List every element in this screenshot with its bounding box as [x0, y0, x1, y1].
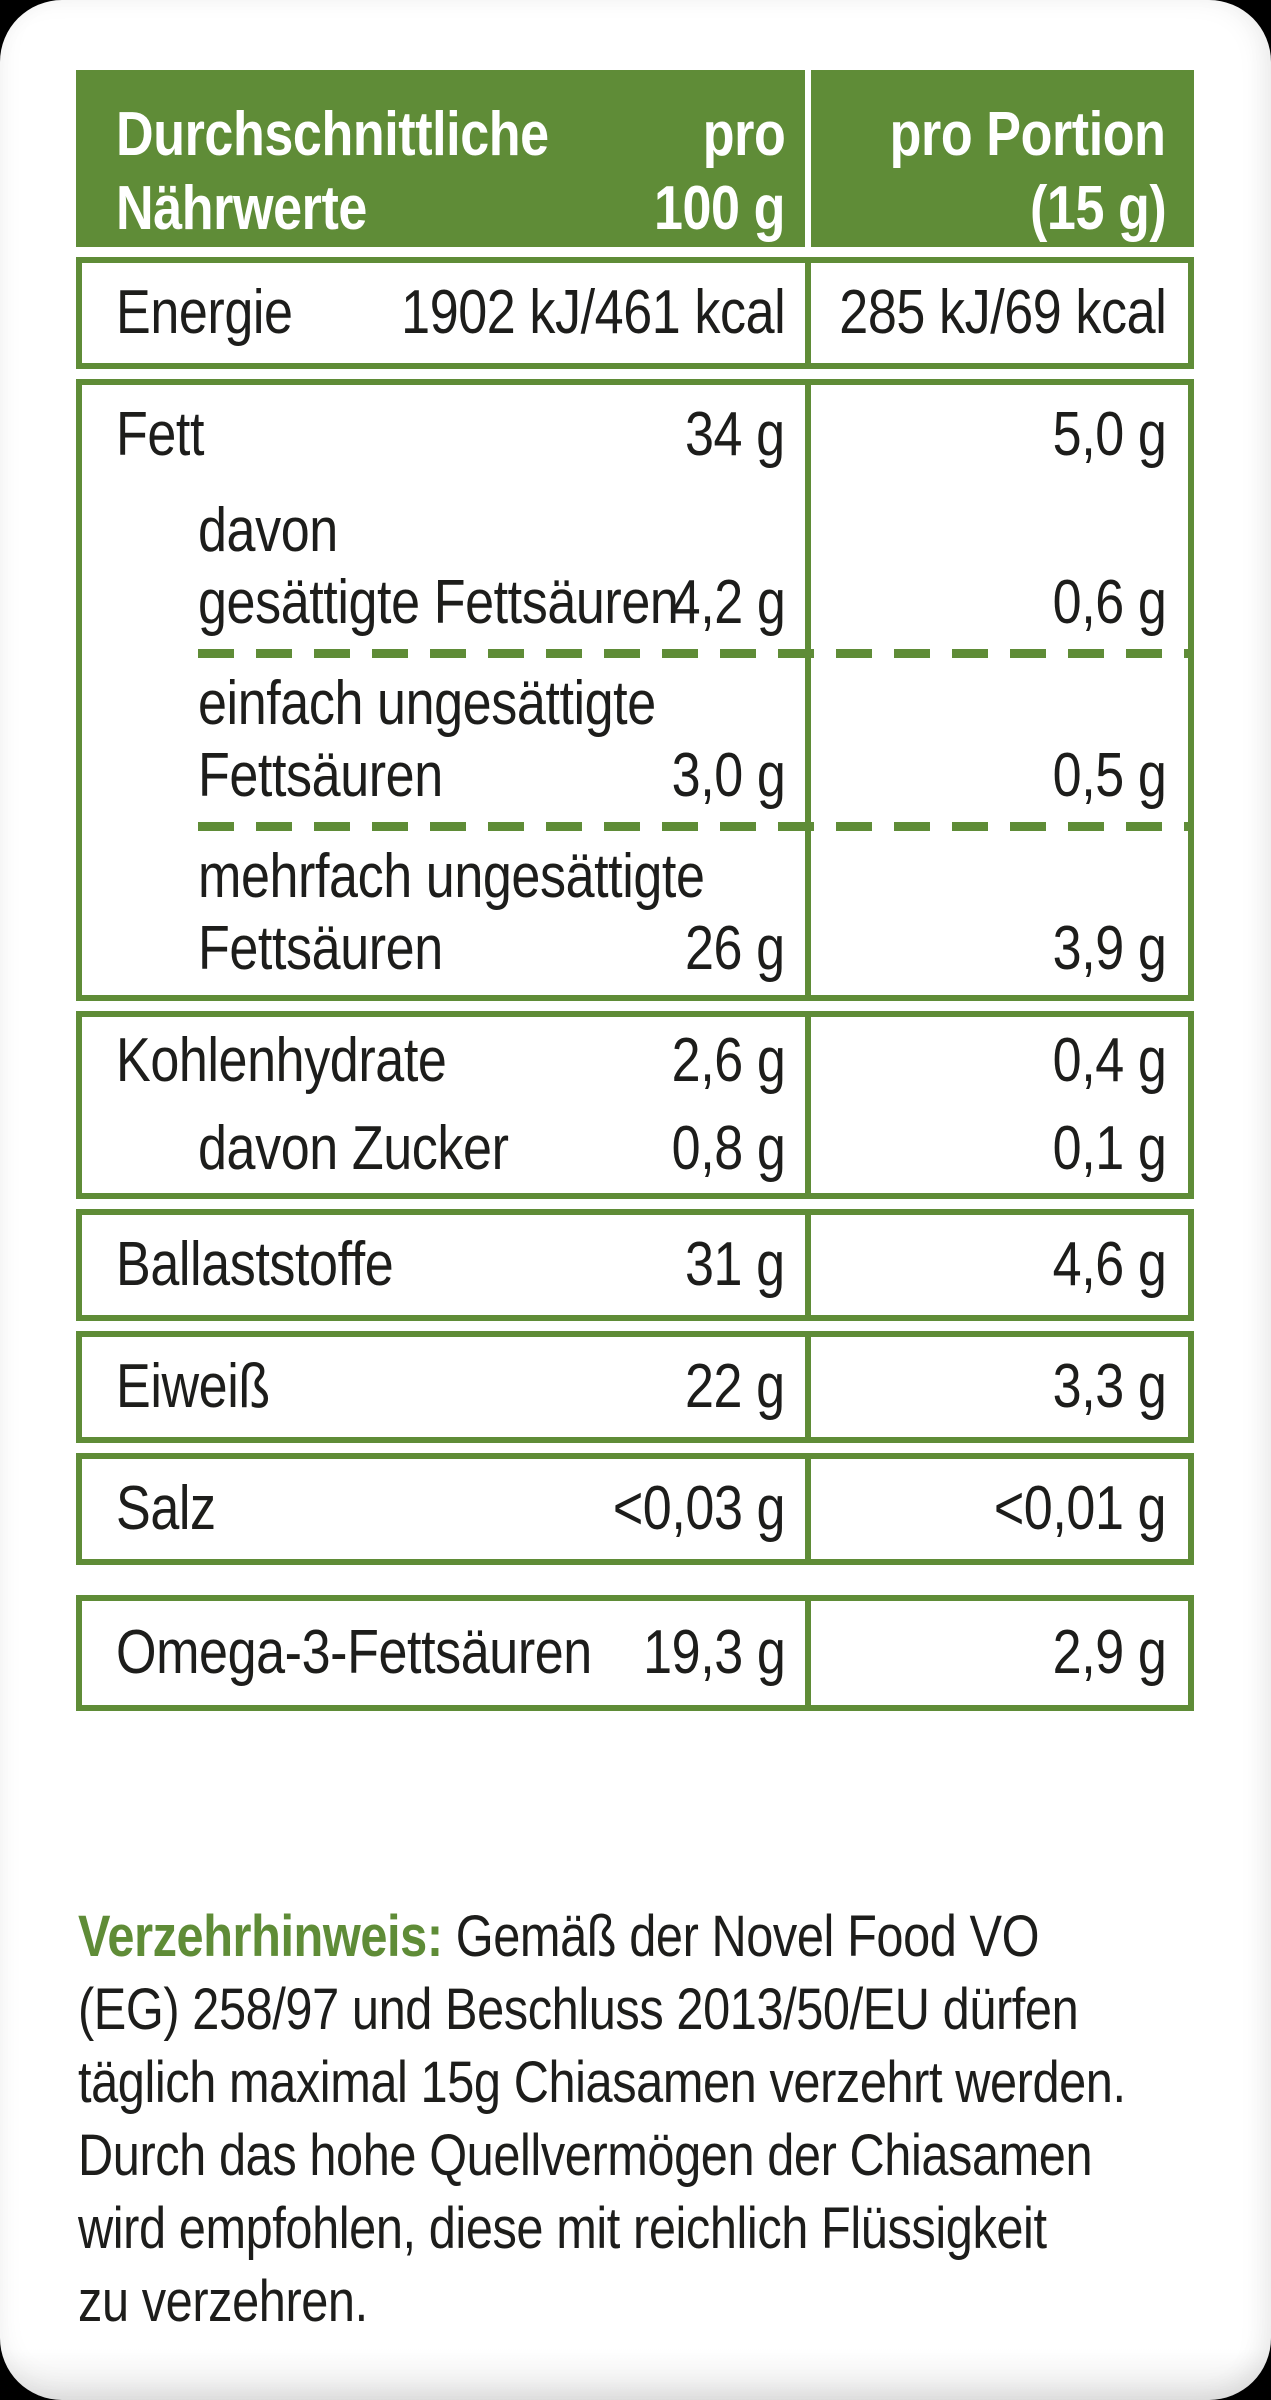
- row-value-per100: 1902 kJ/461 kcal: [400, 278, 786, 347]
- table-group-salz: Salz <0,03 g <0,01 g: [76, 1453, 1194, 1565]
- notice-line1-rest: Gemäß der Novel Food VO: [455, 1904, 1040, 1969]
- row-label-line1: davon: [198, 496, 338, 565]
- row-value-portion: 0,1 g: [1052, 1114, 1166, 1183]
- table-group-energie: Energie 1902 kJ/461 kcal 285 kJ/69 kcal: [76, 257, 1194, 369]
- row-label: Kohlenhydrate: [116, 1026, 447, 1095]
- table-group-eiweiss: Eiweiß 22 g 3,3 g: [76, 1331, 1194, 1443]
- consumption-notice: Verzehrhinweis: Gemäß der Novel Food VO …: [78, 1900, 1198, 2338]
- header-portion-line2: (15 g): [1029, 174, 1167, 243]
- notice-label: Verzehrhinweis:: [78, 1904, 443, 1969]
- table-group-omega3: Omega-3-Fettsäuren 19,3 g 2,9 g: [76, 1595, 1194, 1711]
- row-value-portion: 3,3 g: [1052, 1352, 1166, 1421]
- dashed-separator: [198, 649, 1188, 658]
- row-value-portion: 4,6 g: [1052, 1230, 1166, 1299]
- row-value-portion: 2,9 g: [1052, 1618, 1166, 1687]
- dashed-separator: [198, 822, 1188, 831]
- row-label: Eiweiß: [116, 1352, 270, 1421]
- notice-line-text: Verzehrhinweis: Gemäß der Novel Food VO: [78, 1900, 1040, 1973]
- table-row: Fett 34 g 5,0 g: [82, 385, 1188, 485]
- row-label-line2: Fettsäuren: [198, 741, 443, 810]
- column-divider: [805, 1595, 811, 1711]
- row-label-line2: gesättigte Fettsäuren: [198, 568, 679, 637]
- table-row: davon gesättigte Fettsäuren 4,2 g 0,6 g: [82, 485, 1188, 649]
- row-value-portion: 3,9 g: [1052, 914, 1166, 983]
- nutrition-table: Durchschnittliche Nährwerte pro 100 g pr…: [76, 70, 1194, 1711]
- notice-line-text: wird empfohlen, diese mit reichlich Flüs…: [78, 2196, 1047, 2261]
- table-group-fett: Fett 34 g 5,0 g davon gesättigte Fettsäu…: [76, 379, 1194, 1001]
- row-value-per100: 4,2 g: [671, 568, 785, 637]
- row-value-per100: 3,0 g: [671, 741, 785, 810]
- row-label: Energie: [116, 278, 293, 347]
- header-per100-line1: pro: [702, 100, 785, 169]
- header-title-line2: Nährwerte: [116, 174, 367, 243]
- header-portion-line1: pro Portion: [889, 100, 1166, 169]
- row-label: davon Zucker: [198, 1114, 509, 1183]
- table-header: Durchschnittliche Nährwerte pro 100 g pr…: [76, 70, 1194, 247]
- notice-line-text: Durch das hohe Quellvermögen der Chiasam…: [78, 2123, 1093, 2188]
- header-per100-line2: 100 g: [653, 174, 785, 243]
- notice-line: wird empfohlen, diese mit reichlich Flüs…: [78, 2192, 1198, 2265]
- column-divider: [805, 379, 811, 1001]
- notice-line: Verzehrhinweis: Gemäß der Novel Food VO: [78, 1900, 1198, 1973]
- table-row: Omega-3-Fettsäuren 19,3 g 2,9 g: [82, 1601, 1188, 1705]
- row-label-line1: mehrfach ungesättigte: [198, 842, 705, 911]
- row-value-portion: 0,6 g: [1052, 568, 1166, 637]
- row-label: Salz: [116, 1474, 216, 1543]
- row-value-per100: 2,6 g: [671, 1026, 785, 1095]
- table-row: Energie 1902 kJ/461 kcal 285 kJ/69 kcal: [82, 263, 1188, 363]
- notice-line-text: zu verzehren.: [78, 2269, 368, 2334]
- row-value-per100: 26 g: [685, 914, 785, 983]
- table-row: Eiweiß 22 g 3,3 g: [82, 1337, 1188, 1437]
- column-divider: [805, 257, 811, 369]
- row-label-line2: Fettsäuren: [198, 914, 443, 983]
- table-group-kohlenhydrate: Kohlenhydrate 2,6 g 0,4 g davon Zucker 0…: [76, 1011, 1194, 1199]
- row-value-per100: 31 g: [685, 1230, 785, 1299]
- table-row: Kohlenhydrate 2,6 g 0,4 g: [82, 1017, 1188, 1105]
- column-divider: [805, 1453, 811, 1565]
- table-row: mehrfach ungesättigte Fettsäuren 26 g 3,…: [82, 831, 1188, 995]
- column-divider: [805, 1011, 811, 1199]
- notice-line: Durch das hohe Quellvermögen der Chiasam…: [78, 2119, 1198, 2192]
- column-divider: [805, 1331, 811, 1443]
- row-value-per100: 34 g: [685, 400, 785, 469]
- table-row: einfach ungesättigte Fettsäuren 3,0 g 0,…: [82, 658, 1188, 822]
- header-column-divider: [805, 70, 811, 247]
- row-label: Fett: [116, 400, 205, 469]
- header-title-line1: Durchschnittliche: [116, 100, 549, 169]
- row-value-portion: 5,0 g: [1052, 400, 1166, 469]
- notice-line: zu verzehren.: [78, 2265, 1198, 2338]
- notice-line: täglich maximal 15g Chiasamen verzehrt w…: [78, 2046, 1198, 2119]
- notice-line-text: (EG) 258/97 und Beschluss 2013/50/EU dür…: [78, 1977, 1079, 2042]
- row-value-portion: 0,5 g: [1052, 741, 1166, 810]
- row-value-per100: 22 g: [685, 1352, 785, 1421]
- row-value-portion: <0,01 g: [993, 1474, 1167, 1543]
- table-row: Salz <0,03 g <0,01 g: [82, 1459, 1188, 1559]
- row-label: Ballaststoffe: [116, 1230, 394, 1299]
- row-value-portion: 0,4 g: [1052, 1026, 1166, 1095]
- row-value-per100: 19,3 g: [642, 1618, 786, 1687]
- row-label-line1: einfach ungesättigte: [198, 669, 656, 738]
- column-divider: [805, 1209, 811, 1321]
- table-group-ballaststoffe: Ballaststoffe 31 g 4,6 g: [76, 1209, 1194, 1321]
- table-row: Ballaststoffe 31 g 4,6 g: [82, 1215, 1188, 1315]
- row-value-per100: 0,8 g: [671, 1114, 785, 1183]
- row-value-per100: <0,03 g: [612, 1474, 786, 1543]
- row-label: Omega-3-Fettsäuren: [116, 1618, 592, 1687]
- row-value-portion: 285 kJ/69 kcal: [838, 278, 1166, 347]
- notice-line: (EG) 258/97 und Beschluss 2013/50/EU dür…: [78, 1973, 1198, 2046]
- table-row: davon Zucker 0,8 g 0,1 g: [82, 1105, 1188, 1193]
- notice-line-text: täglich maximal 15g Chiasamen verzehrt w…: [78, 2050, 1126, 2115]
